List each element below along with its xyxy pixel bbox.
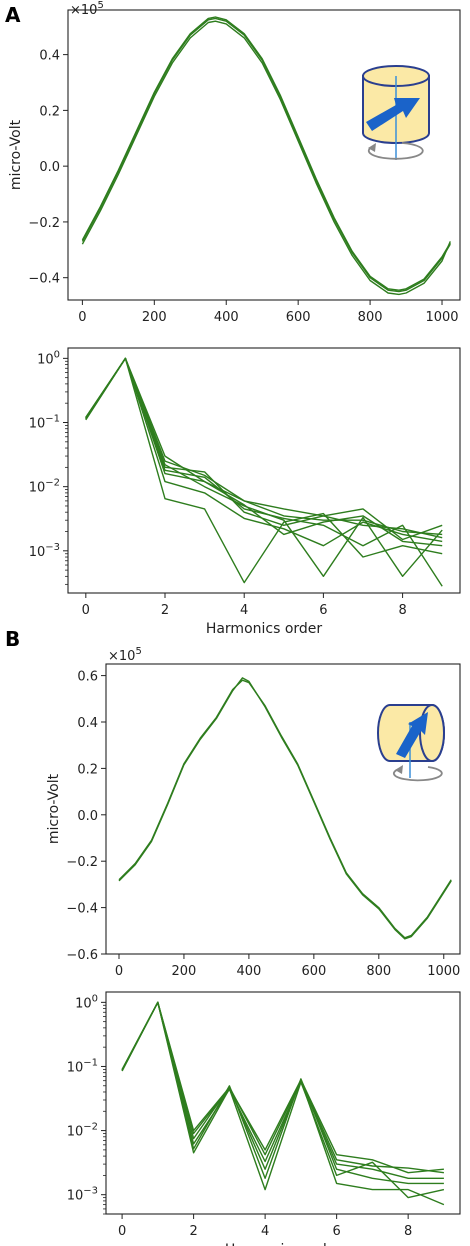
b-harmonics-series-0 xyxy=(121,1001,444,1174)
a-harmonics-xtick-label: 2 xyxy=(161,603,169,618)
b-signal-ytick-label: −0.6 xyxy=(66,948,98,963)
a-signal-frame xyxy=(67,9,461,301)
a-harmonics-series-2 xyxy=(85,357,443,539)
a-harmonics-series-1 xyxy=(85,357,443,536)
b-signal-ytick-label: −0.4 xyxy=(66,902,98,917)
b-harmonics-series-4 xyxy=(121,1001,445,1199)
a-signal-ylabel: micro-Volt xyxy=(8,119,24,190)
a-signal-xtick-label: 200 xyxy=(142,310,167,325)
b-signal-xtick-label: 200 xyxy=(172,964,197,979)
b-harmonics-xtick-label: 2 xyxy=(189,1224,197,1239)
chart-a-harmonics: 0 2 4 6 8 10−3 10−2 10−1 100 Harmonics order xyxy=(29,347,461,637)
a-harmonics-xlabel: Harmonics order xyxy=(206,621,323,637)
b-signal-ytick-label: 0.2 xyxy=(77,762,98,777)
b-signal-xtick-label: 1000 xyxy=(427,964,460,979)
b-harmonics-series-1 xyxy=(121,1001,444,1174)
b-harmonics-xtick-label: 0 xyxy=(118,1224,126,1239)
a-signal-ytick-label: 0.0 xyxy=(39,160,60,175)
a-signal-ytick-label: −0.2 xyxy=(28,216,60,231)
chart-b-signal: 0 200 400 600 800 1000 −0.6 −0.4 −0.2 0.0 0.2 0.4 0.… xyxy=(46,646,461,979)
b-harmonics-ytick-label: 10−1 xyxy=(67,1057,98,1075)
b-signal-xtick-label: 800 xyxy=(366,964,391,979)
b-harmonics-series-5 xyxy=(121,1001,445,1206)
a-harmonics-frame xyxy=(67,347,461,594)
b-signal-ytick-label: −0.2 xyxy=(66,855,98,870)
a-signal-multiplier: ×105 xyxy=(70,0,104,18)
panel-letter-a: A xyxy=(5,3,21,27)
a-harmonics-series-5 xyxy=(85,357,443,584)
a-harmonics-series-3 xyxy=(85,357,443,547)
b-harmonics-frame xyxy=(105,991,461,1215)
a-harmonics-ytick-label: 10−3 xyxy=(29,542,60,560)
a-harmonics-xtick-label: 4 xyxy=(240,603,248,618)
b-harmonics-xlabel: Harmonics order xyxy=(225,1242,342,1246)
a-signal-ytick-label: −0.4 xyxy=(28,272,60,287)
a-harmonics-ytick-label: 100 xyxy=(37,349,60,367)
a-signal-series-2 xyxy=(81,16,451,291)
a-signal-xtick-label: 800 xyxy=(358,310,383,325)
b-harmonics-xtick-label: 6 xyxy=(332,1224,340,1239)
a-signal-series-0 xyxy=(81,17,451,293)
a-signal-ytick-label: 0.2 xyxy=(39,104,60,119)
b-harmonics-series-2 xyxy=(121,1001,444,1179)
b-harmonics-xtick-label: 8 xyxy=(404,1224,412,1239)
a-signal-series-1 xyxy=(81,20,451,296)
b-signal-ytick-label: 0.0 xyxy=(77,809,98,824)
b-harmonics-ytick-label: 10−3 xyxy=(67,1186,98,1204)
cylinder-horizontal-axis-arrow-icon xyxy=(377,704,445,782)
panel-letter-b: B xyxy=(5,627,20,651)
b-harmonics-series-3 xyxy=(121,1001,444,1185)
a-harmonics-xtick-label: 6 xyxy=(319,603,327,618)
b-signal-ytick-label: 0.6 xyxy=(77,670,98,685)
a-signal-xtick-label: 0 xyxy=(78,310,86,325)
a-signal-xtick-label: 1000 xyxy=(425,310,458,325)
a-harmonics-series-7 xyxy=(85,357,443,587)
b-signal-multiplier: ×105 xyxy=(108,646,142,664)
b-harmonics-xtick-label: 4 xyxy=(261,1224,269,1239)
chart-a-signal: 0 200 400 600 800 1000 −0.4 −0.2 0.0 0.2 0.4 ×105 mi… xyxy=(8,0,461,325)
a-signal-xtick-label: 400 xyxy=(214,310,239,325)
a-signal-xtick-label: 600 xyxy=(286,310,311,325)
b-signal-xtick-label: 400 xyxy=(236,964,261,979)
a-harmonics-ytick-label: 10−2 xyxy=(29,478,60,496)
b-signal-xtick-label: 600 xyxy=(301,964,326,979)
a-signal-ytick-label: 0.4 xyxy=(39,49,60,64)
b-signal-series-1 xyxy=(118,677,452,940)
b-harmonics-ytick-label: 10−2 xyxy=(67,1122,98,1140)
b-signal-ytick-label: 0.4 xyxy=(77,716,98,731)
a-harmonics-series-4 xyxy=(85,357,443,547)
cylinder-vertical-axis-arrow-icon xyxy=(362,65,430,160)
b-harmonics-ytick-label: 100 xyxy=(75,993,98,1011)
b-signal-frame xyxy=(105,663,461,955)
chart-b-harmonics: 0 2 4 6 8 10−3 10−2 10−1 100 Harmonics order xyxy=(67,991,461,1246)
b-signal-ylabel: micro-Volt xyxy=(46,773,62,844)
a-harmonics-series-0 xyxy=(85,357,443,541)
b-signal-xtick-label: 0 xyxy=(115,964,123,979)
a-harmonics-xtick-label: 0 xyxy=(82,603,90,618)
a-harmonics-xtick-label: 8 xyxy=(398,603,406,618)
a-harmonics-ytick-label: 10−1 xyxy=(29,414,60,432)
